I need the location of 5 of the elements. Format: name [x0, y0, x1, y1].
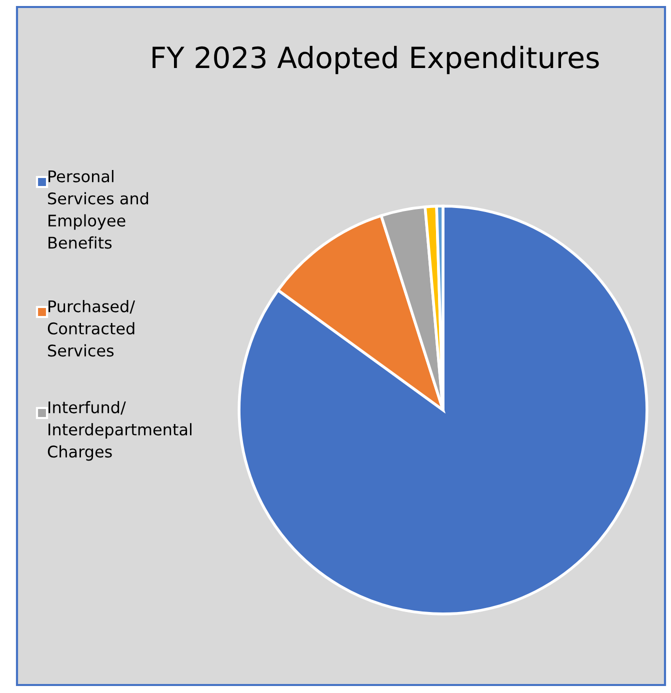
- legend-label: Purchased/Contracted Services: [48, 300, 136, 357]
- chart-title: FY 2023 Adopted Expenditures: [152, 46, 599, 74]
- pie-slice: [238, 204, 648, 616]
- legend-label: Personal Services and Employee Benefits: [48, 170, 148, 249]
- legend-label: Interfund/Interdepartmental Charges: [48, 401, 192, 461]
